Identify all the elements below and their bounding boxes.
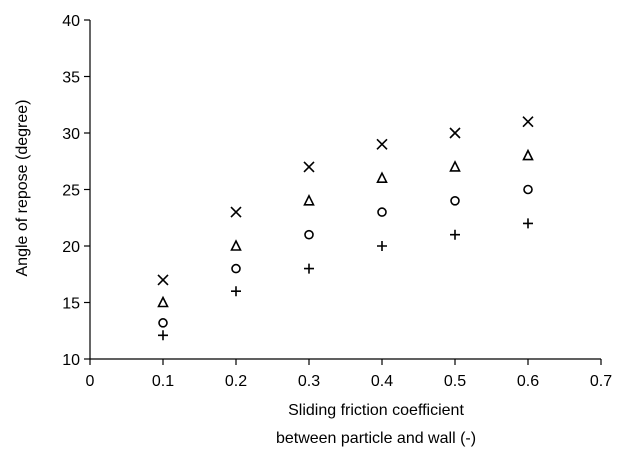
- y-tick-label: 10: [62, 352, 80, 369]
- data-point-circle: [523, 184, 533, 195]
- x-tick-label: 0.3: [298, 373, 320, 390]
- data-point-triangle: [230, 239, 242, 251]
- data-point-x: [522, 116, 534, 128]
- y-tick-label: 15: [62, 296, 80, 313]
- x-tick-label: 0.7: [590, 373, 612, 390]
- data-point-circle: [450, 196, 460, 206]
- data-point-x: [157, 274, 169, 286]
- data-point-plus: [523, 218, 533, 229]
- data-point-x: [230, 206, 242, 218]
- data-point-triangle: [303, 194, 315, 206]
- data-point-plus: [304, 263, 314, 274]
- x-axis-label-line-1: Sliding friction coefficient: [288, 402, 464, 419]
- y-tick-label: 25: [62, 183, 80, 200]
- data-point-plus: [377, 241, 387, 251]
- data-point-plus: [158, 330, 168, 341]
- data-point-circle: [158, 318, 168, 328]
- x-tick-label: 0.4: [371, 373, 393, 390]
- y-axis-label: Angle of repose (degree): [14, 100, 31, 277]
- x-axis-label-line-2: between particle and wall (-): [276, 430, 476, 447]
- data-point-triangle: [376, 171, 388, 183]
- y-tick-label: 35: [62, 70, 80, 87]
- data-points: [157, 116, 534, 341]
- x-tick-label: 0.2: [225, 373, 247, 390]
- data-point-x: [376, 138, 388, 150]
- x-tick-label: 0.1: [152, 373, 174, 390]
- x-tick-label: 0.5: [444, 373, 466, 390]
- x-axis-ticks: 0 0.1 0.2 0.3 0.4 0.5 0.6 0.7: [86, 359, 612, 390]
- y-tick-label: 20: [62, 239, 80, 256]
- x-tick-label: 0: [86, 373, 95, 390]
- data-point-plus: [231, 286, 241, 297]
- y-tick-label: 40: [62, 13, 80, 30]
- data-point-circle: [377, 207, 387, 217]
- y-axis-ticks: 10 15 20 25 30 35 40: [62, 13, 90, 369]
- data-point-circle: [231, 263, 241, 274]
- data-point-triangle: [449, 160, 461, 172]
- data-point-x: [303, 161, 315, 173]
- data-point-x: [449, 127, 461, 139]
- data-point-circle: [304, 229, 314, 240]
- data-point-plus: [450, 229, 460, 240]
- y-tick-label: 30: [62, 126, 80, 143]
- x-tick-label: 0.6: [517, 373, 539, 390]
- data-point-triangle: [157, 295, 169, 308]
- data-point-triangle: [522, 148, 534, 161]
